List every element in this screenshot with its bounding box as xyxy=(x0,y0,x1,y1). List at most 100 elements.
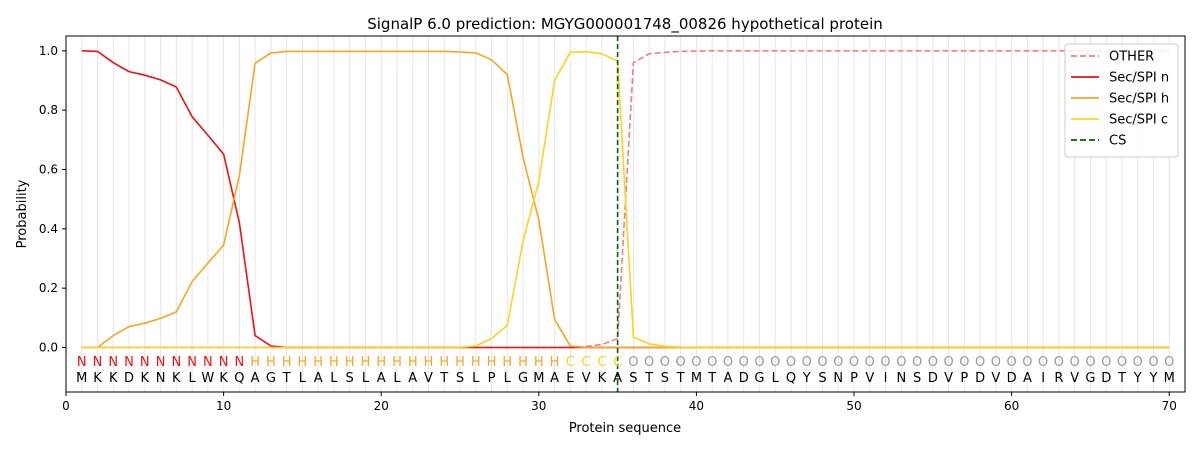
region-label: O xyxy=(754,355,764,370)
x-axis-label: Protein sequence xyxy=(569,421,681,436)
y-tick-label: 0.6 xyxy=(39,163,58,177)
residue-label: S xyxy=(818,371,826,386)
region-label: H xyxy=(439,355,449,370)
residue-label: P xyxy=(960,371,968,386)
residue-label: S xyxy=(661,371,669,386)
region-label: H xyxy=(534,355,544,370)
region-label: O xyxy=(786,355,796,370)
region-label: H xyxy=(266,355,276,370)
residue-label: M xyxy=(691,371,702,386)
residue-label: N xyxy=(896,371,906,386)
region-label: H xyxy=(329,355,339,370)
residue-label: D xyxy=(124,371,134,386)
residue-label: A xyxy=(377,371,386,386)
region-label: H xyxy=(361,355,371,370)
region-label: O xyxy=(1007,355,1017,370)
region-label: O xyxy=(723,355,733,370)
residue-label: P xyxy=(488,371,496,386)
region-label: N xyxy=(124,355,134,370)
residue-label: S xyxy=(629,371,637,386)
y-axis-label: Probability xyxy=(15,179,30,248)
region-label: O xyxy=(991,355,1001,370)
region-label: O xyxy=(644,355,654,370)
region-label: N xyxy=(77,355,87,370)
region-label: H xyxy=(408,355,418,370)
legend-label: Sec/SPI h xyxy=(1109,92,1169,107)
series-layer xyxy=(81,36,1170,392)
legend-label: Sec/SPI c xyxy=(1109,113,1168,128)
region-label: H xyxy=(550,355,560,370)
region-label: C xyxy=(597,355,606,370)
residue-label: K xyxy=(219,371,228,386)
residue-label: K xyxy=(172,371,181,386)
x-tick-label: 40 xyxy=(689,399,704,413)
region-label: O xyxy=(880,355,890,370)
region-label: H xyxy=(282,355,292,370)
residue-label: N xyxy=(156,371,166,386)
residue-label: G xyxy=(266,371,276,386)
residue-label: L xyxy=(772,371,780,386)
residue-label: M xyxy=(533,371,544,386)
residue-label: V xyxy=(582,371,591,386)
region-label: O xyxy=(975,355,985,370)
residue-label: S xyxy=(456,371,464,386)
region-label: O xyxy=(739,355,749,370)
region-label: O xyxy=(1038,355,1048,370)
residue-label: T xyxy=(439,371,448,386)
region-label: O xyxy=(1070,355,1080,370)
residue-label: W xyxy=(201,371,214,386)
region-label: N xyxy=(187,355,197,370)
residue-label: V xyxy=(1070,371,1079,386)
region-label: H xyxy=(471,355,481,370)
region-label: H xyxy=(298,355,308,370)
region-label: O xyxy=(959,355,969,370)
region-label: H xyxy=(345,355,355,370)
y-tick-label: 0.2 xyxy=(39,281,58,295)
region-label: H xyxy=(392,355,402,370)
residue-label: S xyxy=(346,371,354,386)
legend-box xyxy=(1064,43,1179,158)
chart-title: SignalP 6.0 prediction: MGYG000001748_00… xyxy=(367,15,883,34)
residue-label: L xyxy=(393,371,401,386)
region-label: C xyxy=(582,355,591,370)
residue-label: G xyxy=(1085,371,1095,386)
region-label: O xyxy=(707,355,717,370)
residue-label: D xyxy=(1007,371,1017,386)
y-axis-ticks: 0.0 0.2 0.4 0.6 0.8 1.0 xyxy=(39,44,66,355)
residue-label: M xyxy=(1164,371,1175,386)
residue-label: P xyxy=(850,371,858,386)
region-label: O xyxy=(1054,355,1064,370)
legend-label: OTHER xyxy=(1109,50,1154,65)
legend-label: CS xyxy=(1109,134,1126,149)
residue-label: K xyxy=(93,371,102,386)
residue-label: V xyxy=(865,371,874,386)
residue-label: A xyxy=(314,371,323,386)
region-label: N xyxy=(234,355,244,370)
residue-label: I xyxy=(1041,371,1045,386)
residue-label: Y xyxy=(802,371,811,386)
region-label: O xyxy=(833,355,843,370)
residue-label: Q xyxy=(234,371,244,386)
region-label: O xyxy=(1022,355,1032,370)
x-tick-label: 30 xyxy=(531,399,546,413)
residue-label: T xyxy=(644,371,653,386)
region-label: N xyxy=(108,355,118,370)
y-tick-label: 1.0 xyxy=(39,44,58,58)
residue-label: V xyxy=(424,371,433,386)
region-label: H xyxy=(518,355,528,370)
residue-label: L xyxy=(188,371,196,386)
residue-label: T xyxy=(676,371,685,386)
region-label: N xyxy=(203,355,213,370)
region-label: O xyxy=(1117,355,1127,370)
region-label: N xyxy=(156,355,166,370)
residue-label: L xyxy=(299,371,307,386)
region-label: N xyxy=(140,355,150,370)
residue-label: A xyxy=(550,371,559,386)
residue-label: A xyxy=(723,371,732,386)
residue-label: T xyxy=(707,371,716,386)
residue-label: A xyxy=(1023,371,1032,386)
residue-label: Y xyxy=(1149,371,1158,386)
region-label: O xyxy=(865,355,875,370)
residue-label: L xyxy=(362,371,370,386)
